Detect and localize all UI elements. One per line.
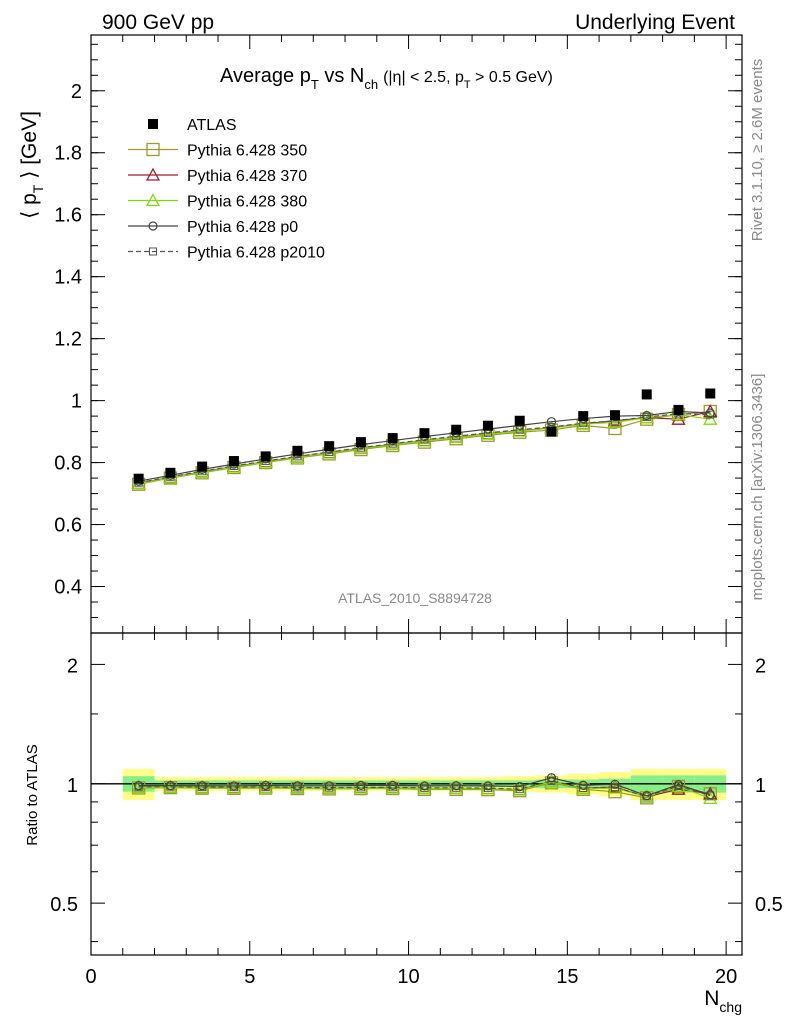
- data-point-pythia-6-428-p0: [642, 410, 652, 421]
- ratio-line-pythia-6-428-p0: [138, 777, 711, 797]
- x-tick-label: 10: [397, 966, 419, 988]
- ratio-point-pythia-6-428-p0: [515, 781, 525, 792]
- legend-label-pythia-6-428-380: Pythia 6.428 380: [187, 194, 307, 211]
- legend-marker-atlas: [148, 119, 158, 129]
- data-point-atlas: [609, 410, 620, 421]
- y-tick-label: 1.2: [54, 329, 82, 351]
- data-point-atlas: [641, 389, 652, 400]
- legend-marker-pythia-6-428-370: [145, 167, 161, 181]
- data-point-atlas: [451, 424, 462, 435]
- header-left: 900 GeV pp: [102, 11, 214, 34]
- ratio-point-pythia-6-428-p0: [483, 781, 493, 791]
- ratio-point-pythia-6-428-p0: [165, 780, 175, 791]
- data-point-atlas: [578, 411, 589, 422]
- ratio-y-tick-label-right: 0.5: [755, 894, 783, 916]
- legend: ATLAS Pythia 6.428 350 Pythia 6.428 370 Pyt…: [128, 117, 325, 262]
- legend-label-pythia-6-428-350: Pythia 6.428 350: [187, 143, 307, 160]
- y-tick-label: 1.6: [54, 205, 82, 227]
- data-point-pythia-6-428-p0: [546, 417, 557, 427]
- ratio-point-pythia-6-428-p0: [419, 781, 430, 791]
- legend-marker-pythia-6-428-p0: [148, 221, 158, 231]
- ratio-point-pythia-6-428-p0: [356, 780, 366, 790]
- y-tick-label: 0.4: [54, 577, 82, 599]
- ratio-point-pythia-6-428-p0: [229, 781, 239, 791]
- analysis-watermark: ATLAS_2010_S8894728: [338, 590, 492, 606]
- data-point-atlas: [260, 451, 271, 462]
- ratio-y-tick-label: 2: [67, 655, 78, 677]
- y-tick-label: 2: [71, 81, 82, 103]
- data-point-atlas: [419, 428, 430, 439]
- rivet-version-label: Rivet 3.1.10, ≥ 2.6M events: [749, 59, 766, 242]
- y-tick-label: 1: [71, 391, 82, 413]
- ratio-y-axis-label: Ratio to ATLAS: [24, 744, 41, 845]
- y-tick-label: 0.8: [54, 453, 82, 475]
- y-tick-label: 1.4: [54, 267, 82, 289]
- data-point-atlas: [482, 420, 493, 431]
- ratio-frame: [90, 632, 743, 956]
- ratio-y-tick-label-right: 1: [755, 775, 766, 797]
- y-tick-label: 0.6: [54, 515, 82, 537]
- plot-title: Average pT vs Nch (|η| < 2.5, pT > 0.5 Ge…: [220, 65, 553, 92]
- x-axis-label: Nchg: [704, 987, 742, 1015]
- legend-marker-pythia-6-428-380: [145, 193, 161, 207]
- ratio-y-tick-label-right: 2: [755, 655, 766, 677]
- ratio-point-pythia-6-428-p0: [388, 780, 398, 790]
- data-point-pythia-6-428-370: [671, 411, 686, 425]
- data-point-atlas: [355, 437, 366, 448]
- y-tick-label: 1.8: [54, 143, 82, 165]
- ratio-y-tick-label: 1: [67, 775, 78, 797]
- ratio-point-pythia-6-428-p0: [705, 790, 715, 800]
- x-tick-label: 0: [85, 966, 96, 988]
- legend-label-pythia-6-428-p0: Pythia 6.428 p0: [187, 219, 298, 236]
- x-tick-label: 15: [556, 966, 578, 988]
- data-point-atlas: [705, 388, 716, 399]
- data-point-atlas: [546, 426, 557, 437]
- ratio-point-pythia-6-428-p0: [134, 781, 144, 791]
- ratio-point-pythia-6-428-p0: [578, 780, 588, 790]
- y-axis-label: ⟨ pT ⟩ [GeV]: [18, 111, 46, 219]
- data-point-pythia-6-428-p2010: [515, 425, 524, 434]
- series-line-pythia-6-428-370: [138, 410, 711, 484]
- header-right: Underlying Event: [575, 11, 735, 34]
- legend-label-atlas: ATLAS: [187, 117, 237, 134]
- ratio-point-pythia-6-428-p0: [673, 780, 684, 790]
- data-point-atlas: [165, 467, 176, 478]
- main-series: [131, 388, 718, 491]
- data-point-pythia-6-428-p0: [705, 408, 715, 418]
- ratio-point-pythia-6-428-p0: [451, 781, 461, 791]
- data-point-atlas: [673, 404, 684, 415]
- data-point-atlas: [292, 445, 303, 456]
- x-tick-label: 5: [244, 966, 255, 988]
- ratio-point-pythia-6-428-p0: [642, 791, 652, 801]
- legend-marker-pythia-6-428-350: [146, 142, 160, 157]
- ratio-point-pythia-6-428-p0: [546, 773, 557, 783]
- ratio-point-pythia-6-428-p0: [610, 779, 620, 789]
- data-point-atlas: [514, 415, 525, 426]
- mcplots-reference-label: mcplots.cern.ch [arXiv:1306.3436]: [749, 374, 766, 601]
- ratio-y-tick-label: 0.5: [50, 894, 78, 916]
- legend-label-pythia-6-428-p2010: Pythia 6.428 p2010: [187, 245, 325, 262]
- data-point-atlas: [324, 441, 335, 452]
- ratio-point-pythia-6-428-p0: [261, 780, 271, 791]
- data-point-atlas: [197, 461, 208, 472]
- legend-label-pythia-6-428-370: Pythia 6.428 370: [187, 168, 307, 185]
- ratio-axes: 0.5 0.51 12 20 5 10 15 20: [50, 633, 783, 988]
- legend-marker-pythia-6-428-p2010: [149, 247, 157, 256]
- data-point-atlas: [387, 433, 398, 444]
- ratio-point-pythia-6-428-p0: [292, 781, 303, 791]
- data-point-pythia-6-428-380: [703, 411, 718, 425]
- main-axes: 0.4 0.6 0.8 1 1.2 1.4 1.6 1.8 2: [54, 35, 742, 633]
- x-tick-label: 20: [715, 966, 737, 988]
- ratio-point-pythia-6-428-p0: [324, 781, 334, 791]
- data-point-atlas: [133, 473, 144, 484]
- ratio-point-pythia-6-428-p0: [197, 781, 207, 791]
- series-line-pythia-6-428-380: [138, 413, 711, 485]
- ratio-series: [131, 773, 718, 805]
- data-point-atlas: [228, 456, 239, 467]
